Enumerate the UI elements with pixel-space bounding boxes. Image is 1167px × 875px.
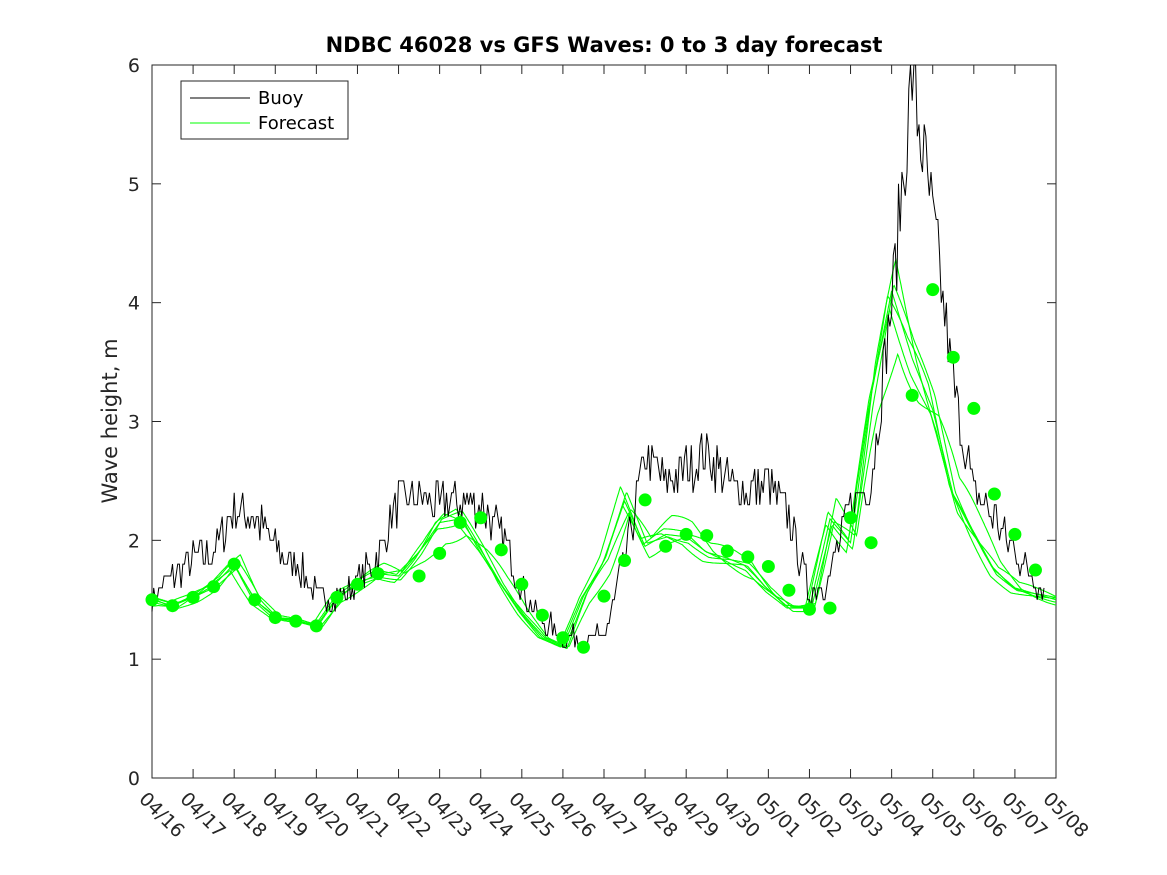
forecast-marker	[987, 487, 1001, 501]
y-tick-label: 0	[128, 768, 140, 790]
forecast-marker	[946, 350, 960, 364]
forecast-marker	[864, 536, 878, 550]
forecast-marker	[844, 511, 858, 525]
forecast-marker	[741, 550, 755, 564]
legend-buoy-label: Buoy	[258, 88, 304, 109]
forecast-marker	[782, 583, 796, 597]
buoy-line	[151, 64, 1045, 648]
forecast-marker	[926, 283, 940, 297]
forecast-marker	[638, 493, 652, 507]
y-tick-label: 6	[128, 55, 140, 77]
forecast-marker	[700, 529, 714, 543]
forecast-marker	[576, 640, 590, 654]
chart-title: NDBC 46028 vs GFS Waves: 0 to 3 day fore…	[326, 33, 883, 57]
legend: Buoy Forecast	[180, 80, 349, 140]
legend-box	[180, 80, 349, 140]
forecast-marker	[823, 601, 837, 615]
forecast-marker	[597, 589, 611, 603]
forecast-marker	[618, 554, 632, 568]
forecast-marker	[268, 611, 282, 625]
forecast-marker	[309, 619, 323, 633]
forecast-marker	[515, 577, 529, 591]
y-tick-label: 5	[128, 174, 140, 196]
legend-forecast-label: Forecast	[258, 113, 334, 134]
forecast-marker	[371, 567, 385, 581]
forecast-marker	[761, 559, 775, 573]
forecast-marker	[166, 599, 180, 613]
forecast-marker	[679, 527, 693, 541]
y-axis-label: Wave height, m	[98, 338, 122, 503]
forecast-marker	[556, 631, 570, 645]
forecast-marker	[967, 401, 981, 415]
forecast-marker	[474, 511, 488, 525]
forecast-marker	[1028, 563, 1042, 577]
forecast-marker	[412, 569, 426, 583]
forecast-marker	[186, 590, 200, 604]
forecast-marker	[720, 544, 734, 558]
forecast-marker	[1008, 527, 1022, 541]
y-tick-label: 4	[128, 293, 140, 315]
y-tick-label: 2	[128, 530, 140, 552]
forecast-marker	[289, 614, 303, 628]
forecast-marker	[453, 516, 467, 530]
forecast-line-4	[151, 257, 1057, 649]
forecast-marker	[802, 602, 816, 616]
forecast-marker	[905, 388, 919, 402]
forecast-marker	[433, 546, 447, 560]
forecast-marker	[350, 577, 364, 591]
y-tick-label: 1	[128, 649, 140, 671]
forecast-marker	[248, 593, 262, 607]
forecast-line-5	[151, 296, 1057, 647]
forecast-marker	[330, 590, 344, 604]
forecast-marker	[145, 593, 159, 607]
forecast-marker	[659, 539, 673, 553]
forecast-line-6	[152, 352, 1057, 648]
forecast-marker	[535, 608, 549, 622]
forecast-marker	[227, 557, 241, 571]
forecast-marker	[207, 580, 221, 594]
y-tick-label: 3	[128, 412, 140, 434]
forecast-marker	[494, 543, 508, 557]
